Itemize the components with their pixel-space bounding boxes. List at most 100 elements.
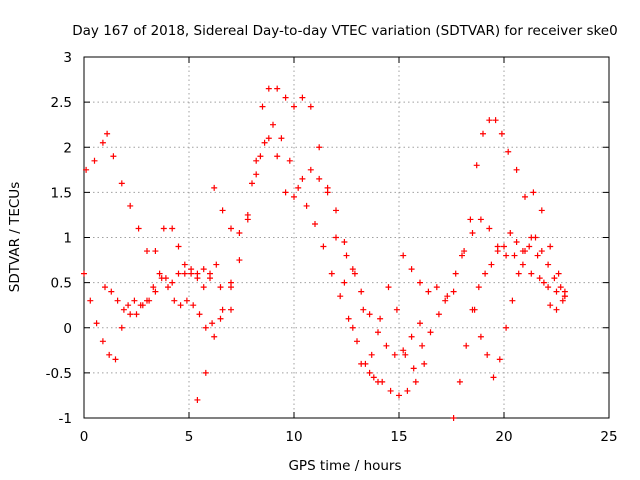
data-point	[538, 248, 545, 255]
data-point	[557, 284, 564, 291]
data-point	[202, 369, 209, 376]
grid	[84, 57, 609, 418]
data-point	[209, 320, 216, 327]
data-point	[282, 189, 289, 196]
data-marks	[81, 85, 568, 421]
data-point	[127, 311, 134, 318]
data-point	[488, 261, 495, 268]
data-point	[274, 153, 281, 160]
data-point	[375, 378, 381, 385]
data-point	[494, 248, 501, 255]
data-point	[253, 157, 260, 164]
data-point	[139, 302, 146, 309]
data-point	[408, 333, 415, 340]
data-point	[219, 207, 226, 214]
data-point	[217, 284, 224, 291]
data-point	[484, 351, 491, 358]
x-tick-label: 10	[285, 429, 302, 445]
data-point	[125, 302, 132, 309]
data-point	[526, 243, 533, 250]
data-point	[228, 306, 234, 313]
data-point	[219, 306, 226, 313]
data-point	[106, 351, 113, 358]
data-point	[177, 302, 184, 309]
data-point	[286, 157, 293, 164]
data-point	[190, 302, 197, 309]
data-point	[358, 288, 365, 295]
data-point	[259, 103, 266, 110]
series-arc-2	[81, 261, 220, 363]
data-point	[503, 252, 510, 259]
data-point	[480, 130, 486, 137]
data-point	[498, 130, 505, 137]
y-tick-label: 0.5	[51, 276, 72, 292]
data-point	[278, 135, 285, 142]
data-point	[120, 306, 127, 313]
data-point	[387, 387, 394, 394]
data-point	[400, 252, 407, 259]
data-point	[482, 270, 489, 277]
x-axis-label: GPS time / hours	[288, 458, 401, 474]
data-point	[366, 311, 373, 318]
data-point	[188, 266, 195, 273]
data-point	[312, 220, 318, 227]
data-point	[492, 117, 499, 124]
data-point	[505, 148, 512, 155]
data-point	[213, 261, 220, 268]
data-point	[511, 252, 518, 259]
data-point	[377, 315, 384, 322]
series-arc-5	[211, 85, 381, 385]
data-point	[328, 270, 335, 277]
data-point	[169, 279, 176, 286]
data-point	[102, 284, 108, 291]
data-point	[316, 144, 323, 151]
axis-ticks: 0 5 10 15 20 25 -1 -0.5 0 0.5 1 1.5 2 2.5 3	[46, 50, 618, 445]
data-point	[211, 184, 218, 191]
data-point	[412, 378, 419, 385]
series-arc-7	[343, 216, 568, 372]
data-point	[152, 248, 159, 255]
data-point	[553, 306, 560, 313]
data-point	[519, 261, 526, 268]
data-point	[110, 153, 117, 160]
data-point	[471, 306, 478, 313]
data-point	[452, 270, 459, 277]
data-point	[410, 365, 417, 372]
data-point	[228, 225, 234, 232]
series-arc-10	[471, 234, 566, 381]
data-point	[408, 266, 415, 273]
y-tick-label: 1.5	[51, 185, 72, 201]
data-point	[351, 270, 358, 277]
data-point	[450, 415, 457, 421]
data-point	[265, 85, 272, 92]
data-point	[536, 275, 543, 282]
data-point	[200, 266, 207, 273]
data-point	[181, 261, 188, 268]
y-axis-label: SDTVAR / TECUs	[7, 182, 23, 292]
y-tick-label: 3	[63, 50, 72, 66]
data-point	[385, 284, 392, 291]
data-point	[540, 279, 547, 286]
data-point	[522, 193, 528, 200]
data-point	[83, 166, 90, 173]
data-point	[261, 139, 268, 146]
data-point	[461, 248, 468, 255]
data-point	[104, 130, 111, 137]
data-point	[522, 248, 528, 255]
x-tick-label: 20	[495, 429, 512, 445]
data-point	[303, 202, 310, 209]
data-point	[118, 180, 125, 187]
data-point	[249, 180, 255, 187]
data-point	[207, 275, 213, 282]
data-point	[419, 342, 426, 349]
data-point	[513, 166, 520, 173]
y-tick-label: 1	[63, 231, 72, 247]
data-point	[291, 193, 297, 200]
data-point	[366, 369, 373, 376]
data-point	[370, 374, 377, 381]
data-point	[360, 306, 367, 313]
data-point	[343, 252, 350, 259]
data-point	[404, 387, 411, 394]
data-point	[467, 216, 474, 223]
